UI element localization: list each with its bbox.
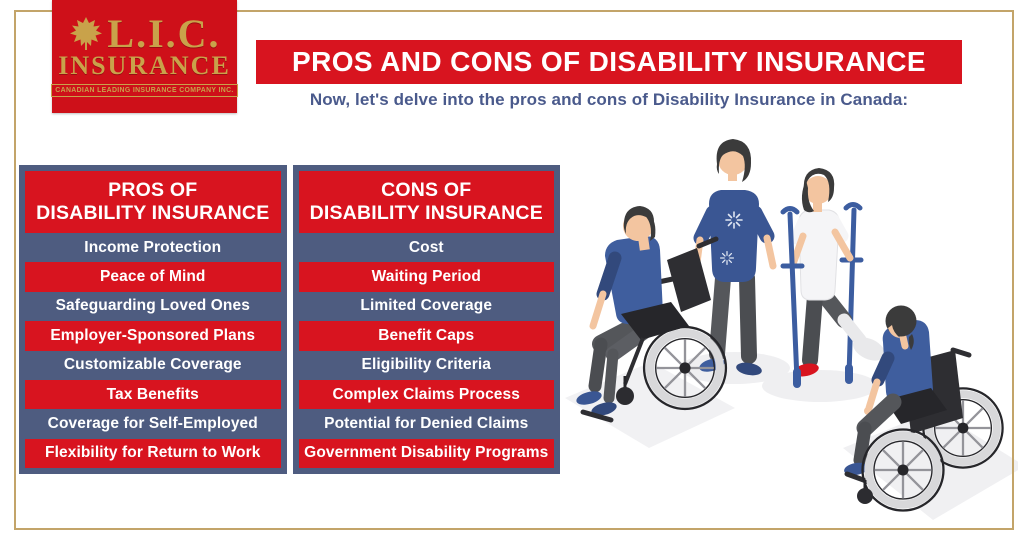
pros-header-line1: PROS OF [108, 178, 198, 201]
page-title-banner: PROS AND CONS OF DISABILITY INSURANCE [256, 40, 962, 84]
table-row: Government Disability Programs [298, 438, 554, 468]
table-row: Benefit Caps [298, 321, 554, 351]
logo-top-row: L.I.C. [68, 10, 221, 56]
cons-header-line1: CONS OF [381, 178, 472, 201]
cons-header: CONS OF DISABILITY INSURANCE [298, 171, 554, 233]
table-row: Complex Claims Process [298, 379, 554, 410]
table-row: Eligibility Criteria [361, 356, 491, 374]
table-row: Income Protection [84, 238, 222, 256]
cons-header-line2: DISABILITY INSURANCE [309, 202, 543, 224]
pros-cons-table: PROS OF DISABILITY INSURANCE Income Prot… [19, 165, 560, 474]
table-row: Coverage for Self-Employed [47, 414, 258, 432]
cons-column: CONS OF DISABILITY INSURANCE Cost Waiting… [292, 165, 560, 474]
wheelchair-woman-figure [843, 305, 1018, 520]
pros-column: PROS OF DISABILITY INSURANCE Income Prot… [19, 165, 287, 474]
cons-rows: Cost Waiting Period Limited Coverage Benefi… [298, 233, 554, 468]
table-row: Safeguarding Loved Ones [55, 297, 250, 315]
crutches-person-figure [762, 168, 885, 402]
maple-leaf-icon [70, 16, 103, 50]
table-row: Tax Benefits [25, 379, 281, 410]
disability-illustration [565, 139, 1018, 520]
table-row: Peace of Mind [25, 262, 281, 292]
page-title: PROS AND CONS OF DISABILITY INSURANCE [292, 46, 926, 77]
brand-name: L.I.C. [107, 10, 221, 56]
table-row: Customizable Coverage [63, 356, 242, 374]
brand-logo: L.I.C. INSURANCE CANADIAN LEADING INSURA… [51, 0, 238, 113]
page-subtitle: Now, let's delve into the pros and cons … [309, 90, 909, 109]
table-row: Employer-Sponsored Plans [25, 321, 281, 351]
pros-header-line2: DISABILITY INSURANCE [36, 202, 270, 224]
pros-rows: Income Protection Peace of Mind Safeguardi… [25, 233, 281, 468]
brand-name-sub: INSURANCE [58, 50, 231, 80]
wheelchair-man-figure [565, 206, 735, 448]
table-row: Waiting Period [298, 262, 554, 292]
pros-header: PROS OF DISABILITY INSURANCE [25, 171, 281, 233]
table-row: Flexibility for Return to Work [25, 438, 281, 468]
table-row: Potential for Denied Claims [324, 414, 529, 432]
table-row: Limited Coverage [360, 297, 493, 315]
brand-tagline: CANADIAN LEADING INSURANCE COMPANY INC. [51, 84, 238, 98]
table-row: Cost [408, 238, 444, 256]
